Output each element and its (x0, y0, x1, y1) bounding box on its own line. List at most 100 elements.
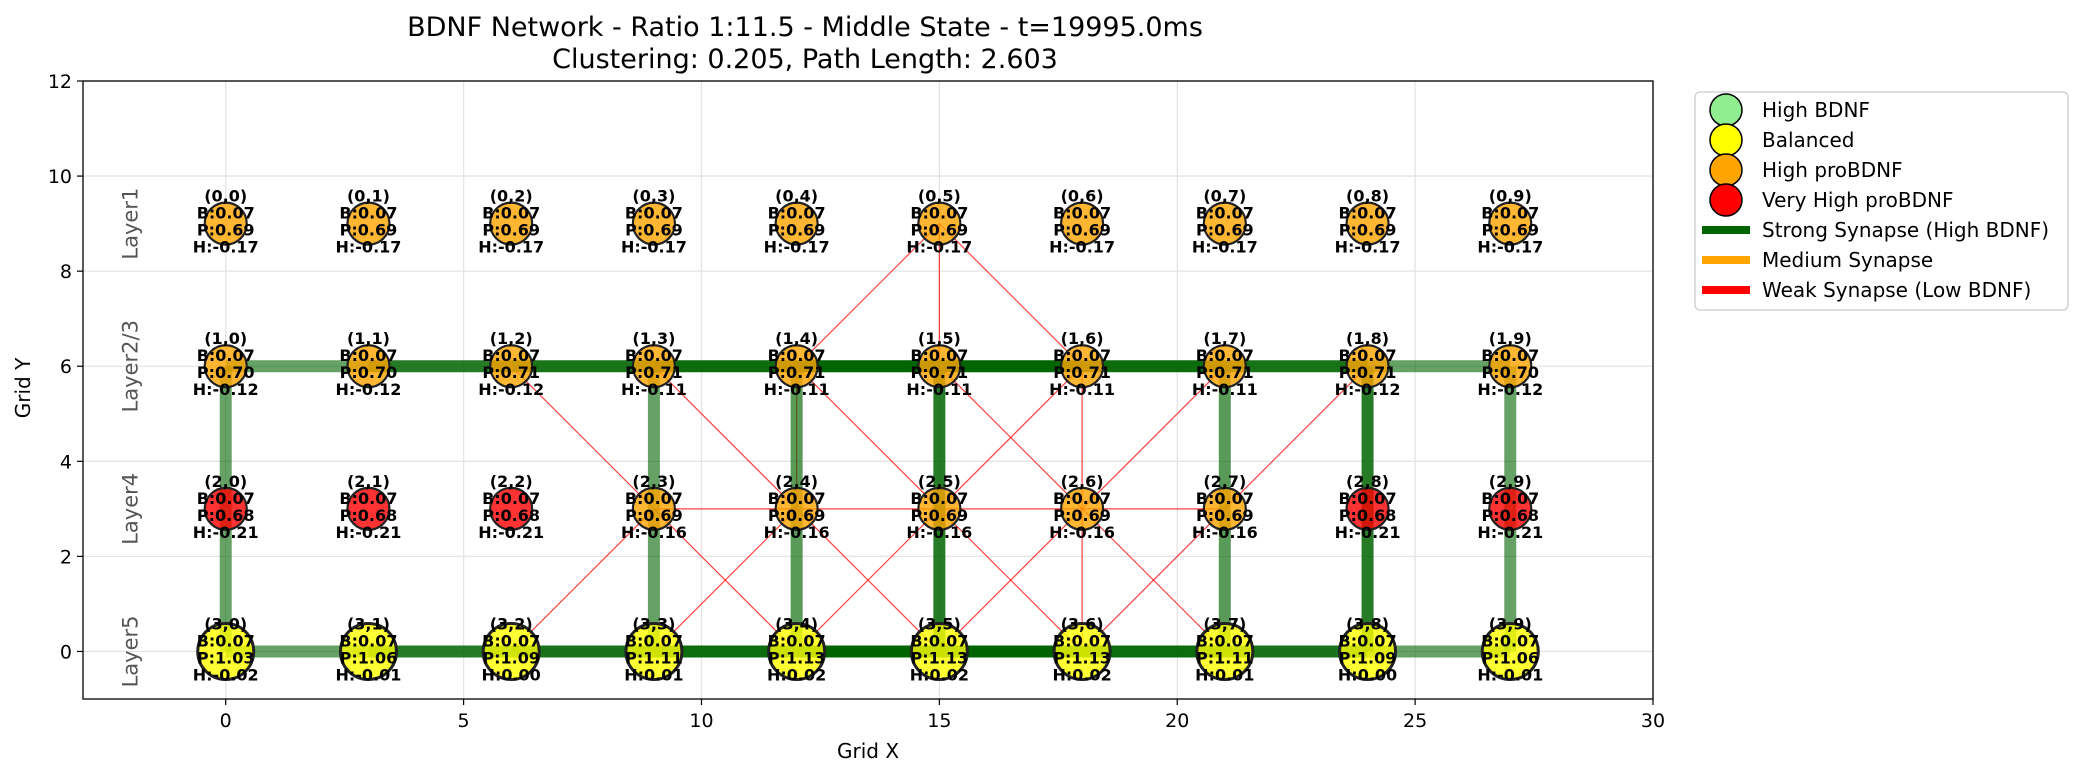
neuron-id-label: (1,5) (918, 329, 961, 348)
neuron-id-label: (0,1) (347, 187, 390, 206)
neuron-id-label: (2,5) (918, 472, 961, 491)
synapse-edge (938, 365, 1083, 510)
neuron-probdnf-label: P:0.69 (1053, 506, 1111, 525)
neuron-h-label: H:-0.21 (478, 523, 544, 542)
neuron-node: (2,1)B:0.07P:0.68H:-0.21 (336, 472, 402, 542)
neuron-node: (0,9)B:0.07P:0.69H:-0.17 (1477, 187, 1543, 257)
neuron-node: (3,6)B:0.07P:1.13H:0.02 (1052, 614, 1111, 684)
neuron-bdnf-label: B:0.07 (910, 204, 968, 223)
neuron-circle (489, 486, 534, 531)
neuron-id-label: (2,8) (1346, 472, 1389, 491)
neuron-circle (346, 201, 391, 246)
neuron-circle (774, 486, 819, 531)
y-tick-label: 12 (48, 71, 72, 93)
neuron-probdnf-label: P:1.13 (1053, 648, 1111, 667)
neuron-bdnf-label: B:0.07 (482, 631, 540, 650)
synapse-edge (510, 365, 655, 510)
neuron-bdnf-label: B:0.07 (625, 204, 683, 223)
neuron-id-label: (0,6) (1061, 187, 1104, 206)
neuron-bdnf-label: B:0.07 (1481, 204, 1539, 223)
neuron-h-label: H:-0.16 (906, 523, 972, 542)
neuron-node: (0,3)B:0.07P:0.69H:-0.17 (621, 187, 687, 257)
x-tick-label: 15 (927, 710, 951, 732)
synapse-edge (510, 508, 655, 652)
gridlines (83, 80, 1654, 699)
layer-label: Layer2/3 (119, 320, 143, 412)
legend-label: Weak Synapse (Low BDNF) (1762, 278, 2031, 302)
legend-item: Strong Synapse (High BDNF) (1702, 218, 2049, 242)
neuron-id-label: (1,1) (347, 329, 390, 348)
neuron-node: (2,3)B:0.07P:0.69H:-0.16 (621, 472, 687, 542)
neuron-h-label: H:-0.17 (1049, 238, 1115, 257)
neuron-circle (917, 344, 962, 389)
neuron-h-label: H:-0.17 (1335, 238, 1401, 257)
neuron-id-label: (0,8) (1346, 187, 1389, 206)
neuron-probdnf-label: P:0.71 (1339, 363, 1397, 382)
neuron-h-label: H:-0.21 (336, 523, 402, 542)
neuron-id-label: (2,0) (204, 472, 247, 491)
neuron-id-label: (1,3) (632, 329, 675, 348)
neuron-circle (1202, 201, 1247, 246)
neuron-bdnf-label: B:0.07 (1481, 489, 1539, 508)
neuron-node: (2,5)B:0.07P:0.69H:-0.16 (906, 472, 972, 542)
x-axis-ticks: 0 5 10 15 20 25 30 (220, 699, 1665, 732)
neuron-node: (3,9)B:0.07P:1.06H:-0.01 (1477, 614, 1543, 684)
y-tick-label: 10 (48, 166, 72, 188)
plot-area: (0,0)B:0.07P:0.69H:-0.17(0,1)B:0.07P:0.6… (48, 71, 1665, 732)
neuron-bdnf-label: B:0.07 (768, 631, 826, 650)
neuron-node: (0,1)B:0.07P:0.69H:-0.17 (336, 187, 402, 257)
neuron-probdnf-label: P:0.69 (768, 506, 826, 525)
neuron-id-label: (1,2) (490, 329, 533, 348)
neuron-id-label: (2,2) (490, 472, 533, 491)
neuron-bdnf-label: B:0.07 (625, 489, 683, 508)
neuron-circle (1195, 621, 1255, 681)
neuron-bdnf-label: B:0.07 (1053, 346, 1111, 365)
legend-items: High BDNF Balanced High proBDNF Very High p… (1702, 93, 2049, 302)
neuron-bdnf-label: B:0.07 (625, 631, 683, 650)
neuron-bdnf-label: B:0.07 (1196, 204, 1254, 223)
legend-label: High proBDNF (1762, 158, 1903, 182)
legend-item: Weak Synapse (Low BDNF) (1702, 278, 2031, 302)
neuron-node: (3,7)B:0.07P:1.11H:0.01 (1195, 614, 1254, 684)
neuron-circle (203, 344, 248, 389)
neuron-node: (2,4)B:0.07P:0.69H:-0.16 (764, 472, 830, 542)
synapse-edge (938, 223, 1083, 367)
figure-title-line2: Clustering: 0.205, Path Length: 2.603 (552, 44, 1058, 75)
neuron-circle (1345, 201, 1390, 246)
neuron-id-label: (0,7) (1203, 187, 1246, 206)
neuron-probdnf-label: P:0.70 (340, 363, 398, 382)
neuron-id-label: (1,9) (1489, 329, 1532, 348)
legend-item: High BDNF (1709, 93, 1870, 127)
neuron-bdnf-label: B:0.07 (1481, 346, 1539, 365)
legend-marker (1709, 183, 1743, 217)
neuron-probdnf-label: P:0.69 (768, 221, 826, 240)
neuron-bdnf-label: B:0.07 (482, 489, 540, 508)
neuron-id-label: (3,1) (347, 614, 390, 633)
neuron-node: (1,5)B:0.07P:0.71H:-0.11 (906, 329, 972, 399)
neuron-bdnf-label: B:0.07 (625, 346, 683, 365)
neuron-probdnf-label: P:0.71 (482, 363, 540, 382)
neuron-circle (346, 344, 391, 389)
neuron-probdnf-label: P:0.71 (768, 363, 826, 382)
neuron-h-label: H:-0.11 (764, 380, 830, 399)
neuron-circle (1052, 621, 1112, 681)
layer-labels: Layer1 Layer2/3 Layer4 Layer5 (119, 188, 143, 688)
neuron-probdnf-label: P:0.69 (197, 221, 255, 240)
neuron-id-label: (0,9) (1489, 187, 1532, 206)
neuron-h-label: H:-0.21 (193, 523, 259, 542)
legend-box (1694, 91, 2069, 311)
neuron-h-label: H:0.02 (767, 665, 826, 684)
layer-label: Layer1 (119, 188, 143, 260)
neuron-id-label: (2,1) (347, 472, 390, 491)
neuron-bdnf-label: B:0.07 (1196, 631, 1254, 650)
neuron-h-label: H:-0.16 (764, 523, 830, 542)
x-tick-label: 25 (1403, 710, 1427, 732)
neuron-node: (1,0)B:0.07P:0.70H:-0.12 (193, 329, 259, 399)
neuron-circle (196, 621, 256, 681)
legend: High BDNF Balanced High proBDNF Very High p… (1694, 91, 2069, 311)
neuron-h-label: H:-0.16 (1192, 523, 1258, 542)
neuron-circle (767, 621, 827, 681)
synapse-edges (219, 223, 1517, 658)
neuron-circle (1059, 344, 1105, 389)
neuron-h-label: H:-0.12 (1335, 380, 1401, 399)
